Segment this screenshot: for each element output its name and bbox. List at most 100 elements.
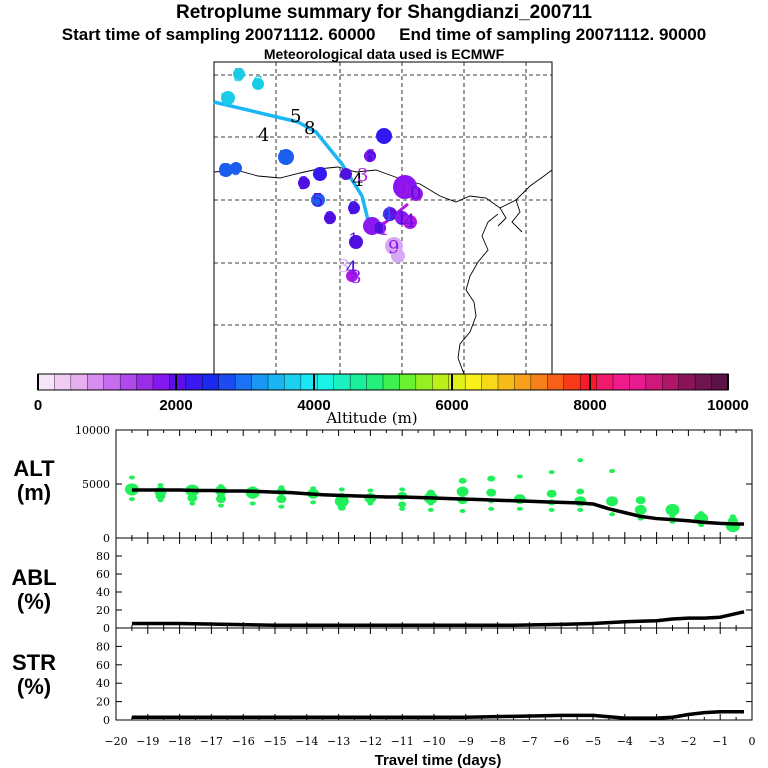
map-label: 9 <box>348 198 359 219</box>
map-marker <box>391 249 405 263</box>
map-label: 6 <box>218 160 229 181</box>
altitude-particle <box>337 504 346 511</box>
altitude-particle <box>548 470 555 475</box>
colorbar-swatch <box>267 373 286 391</box>
y-tick-label: 40 <box>96 677 110 690</box>
map-marker <box>311 193 325 207</box>
altitude-particle <box>486 488 497 497</box>
series-line <box>131 709 745 720</box>
map-marker <box>340 168 352 180</box>
altitude-particle <box>456 486 469 497</box>
colorbar-swatch <box>234 373 253 391</box>
colorbar-swatch <box>382 373 401 391</box>
x-tick-label: −4 <box>617 735 633 748</box>
panel-frame <box>115 429 753 539</box>
colorbar-swatch <box>530 373 549 391</box>
panel-frame <box>115 537 753 629</box>
altitude-particle <box>609 512 616 517</box>
altitude-particle <box>606 496 619 507</box>
altitude-particle <box>458 477 467 484</box>
map-gridlines <box>214 62 552 374</box>
map-marker <box>324 212 336 224</box>
map-label: 6 <box>364 146 375 167</box>
map-label: 5 <box>290 106 301 127</box>
altitude-particle <box>427 507 434 512</box>
colorbar-swatch <box>547 373 565 391</box>
map-label: 1 <box>378 219 389 240</box>
x-tick-label: −16 <box>232 735 255 748</box>
str-label: STR (%) <box>6 652 62 698</box>
altitude-particle <box>669 514 676 519</box>
altitude-particle <box>155 491 166 500</box>
altitude-particle <box>276 495 287 504</box>
altitude-particle <box>367 501 374 506</box>
map-marker <box>348 202 360 214</box>
panel-frame <box>115 627 753 721</box>
map-label: 4 <box>352 170 363 191</box>
colorbar-swatch <box>37 373 56 391</box>
x-tick-label: −15 <box>263 735 286 748</box>
map-marker <box>298 177 310 189</box>
x-tick-label: −17 <box>200 735 223 748</box>
colorbar-swatch <box>514 373 532 391</box>
map-label: 5 <box>278 147 289 168</box>
colorbar-swatch <box>185 373 204 391</box>
x-tick-label: −13 <box>327 735 350 748</box>
series-line <box>131 610 745 628</box>
map-marker <box>383 207 397 221</box>
map-label: 0 <box>410 183 421 204</box>
altitude-particle <box>548 507 555 512</box>
str-label-unit: (%) <box>16 674 52 699</box>
altitude-particle <box>310 500 317 505</box>
y-tick-label: 0 <box>103 622 110 635</box>
colorbar-tick-label: 2000 <box>159 397 192 414</box>
colorbar-swatch <box>579 373 598 391</box>
map-label: 8 <box>304 118 315 139</box>
altitude-particle <box>157 498 164 503</box>
map-label: 8 <box>324 208 335 229</box>
altitude-particle <box>248 492 257 499</box>
altitude-particle <box>215 495 226 504</box>
map-label: 7 <box>220 90 231 111</box>
colorbar-tick-label: 6000 <box>435 397 468 414</box>
x-tick-label: −11 <box>391 735 414 748</box>
x-tick-label: −14 <box>295 735 318 748</box>
map-marker <box>403 215 417 229</box>
colorbar-tick-label: 8000 <box>573 397 606 414</box>
x-tick-label: −20 <box>104 735 127 748</box>
x-tick-label: −18 <box>168 735 191 748</box>
alt-label: ALT (m) <box>6 458 62 504</box>
map-marker <box>221 91 235 105</box>
altitude-particle <box>665 503 680 516</box>
colorbar-swatch <box>251 373 269 391</box>
map-marker <box>346 270 358 282</box>
altitude-particle <box>334 495 349 508</box>
x-tick-label: −1 <box>712 735 728 748</box>
colorbar-swatch <box>694 373 713 391</box>
altitude-particle <box>725 520 740 533</box>
altitude-particle <box>577 458 584 463</box>
time-axis: −20 −19 −18 −17 −16 −15 −14 −13 −12 −11 −10 −9 −8 −7−… <box>104 735 755 748</box>
y-tick-label: 0 <box>103 714 110 727</box>
altitude-particle <box>516 506 523 511</box>
map-label: 1 <box>368 217 379 238</box>
colorbar-swatch <box>662 373 680 391</box>
y-tick-label: 20 <box>96 604 110 617</box>
x-tick-label: 0 <box>749 735 756 748</box>
x-tick-label: −6 <box>553 735 569 748</box>
colorbar-swatch <box>202 373 220 391</box>
title-line-2: Start time of sampling 20071112. 60000 E… <box>61 25 707 44</box>
altitude-particle <box>427 501 434 506</box>
x-tick-label: −8 <box>489 735 505 748</box>
str-label-name: STR <box>12 650 56 675</box>
altitude-particle <box>398 501 407 508</box>
colorbar-swatch <box>152 373 171 391</box>
map-marker <box>233 68 245 80</box>
altitude-particle <box>609 469 616 474</box>
series-line <box>131 488 745 526</box>
altitude-particle <box>128 497 135 502</box>
title-line-3: Meteorological data used is ECMWF <box>263 46 505 62</box>
map-label: 5 <box>312 190 323 211</box>
colorbar-swatch <box>399 373 417 391</box>
